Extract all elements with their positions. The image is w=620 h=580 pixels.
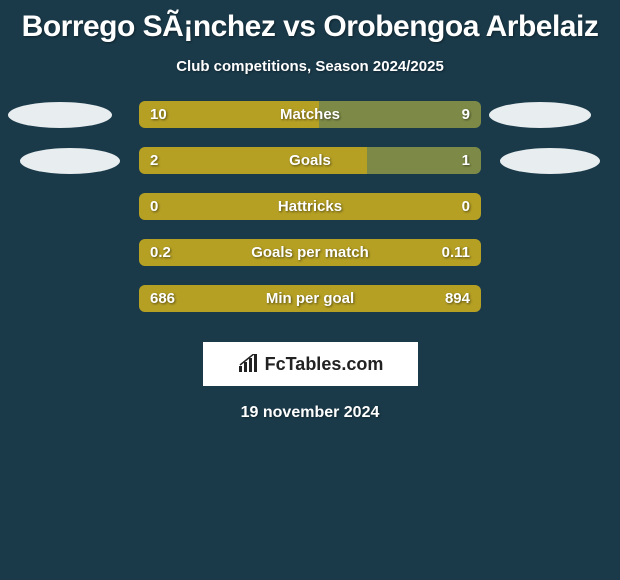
player-photo-placeholder — [500, 148, 600, 174]
page-title: Borrego SÃ¡nchez vs Orobengoa Arbelaiz — [0, 0, 620, 44]
stat-row: 686894Min per goal — [0, 285, 620, 312]
stats-rows: 109Matches 21Goals 00Hattricks 0.20.11Goals… — [0, 101, 620, 312]
chart-icon — [237, 354, 261, 374]
brand-text: FcTables.com — [265, 354, 384, 375]
stat-row: 109Matches — [0, 101, 620, 128]
stat-row: 0.20.11Goals per match — [0, 239, 620, 266]
stat-label: Goals per match — [0, 239, 620, 266]
player-photo-placeholder — [489, 102, 591, 128]
date-text: 19 november 2024 — [0, 404, 620, 422]
player-photo-placeholder — [20, 148, 120, 174]
stat-label: Min per goal — [0, 285, 620, 312]
subtitle: Club competitions, Season 2024/2025 — [0, 58, 620, 75]
stat-label: Hattricks — [0, 193, 620, 220]
player-photo-placeholder — [8, 102, 112, 128]
stat-row: 00Hattricks — [0, 193, 620, 220]
stat-row: 21Goals — [0, 147, 620, 174]
brand-box[interactable]: FcTables.com — [203, 342, 418, 386]
